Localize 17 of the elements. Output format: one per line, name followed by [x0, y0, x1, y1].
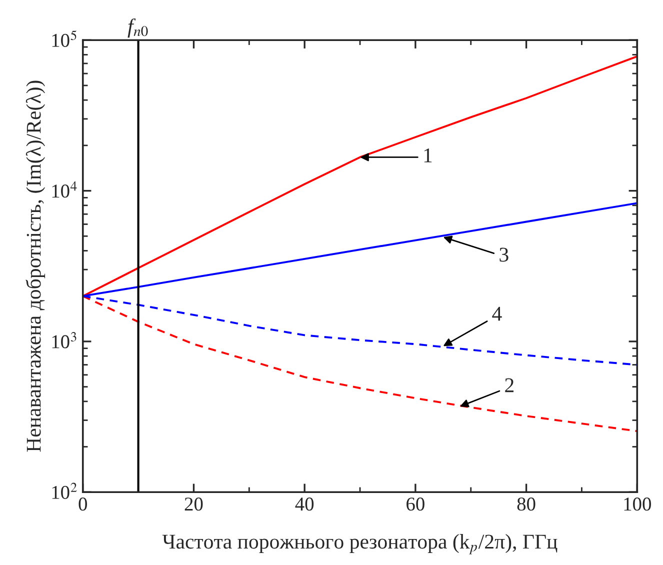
y-tick-label: 10$^{2}$: [52, 482, 77, 499]
x-tick-label: 80: [517, 498, 536, 511]
x-tick-label: 100: [624, 498, 651, 511]
y-tick-label: 10$^{3}$: [52, 332, 76, 348]
x-tick-label: 20: [184, 498, 203, 511]
y-tick-label: 10$^{5}$: [52, 30, 76, 47]
ref-line-label: f$_{n0}$: [128, 18, 148, 38]
x-tick-label: 0: [78, 498, 87, 511]
x-tick-label: 60: [406, 498, 424, 511]
y-axis-title: Ненавантажена добротність, (Im(λ)/Re(λ)): [26, 80, 46, 452]
x-tick-label: 40: [295, 498, 314, 511]
annotation: 3: [500, 248, 508, 262]
annotation: 2: [505, 378, 514, 392]
y-tick-label: 10$^{4}$: [52, 181, 77, 198]
annotation: 4: [492, 306, 502, 321]
x-axis-title: Частота порожнього резонатора (k$_{p}$/2π), ГГц: [162, 534, 558, 554]
annotation: 1: [424, 148, 432, 162]
